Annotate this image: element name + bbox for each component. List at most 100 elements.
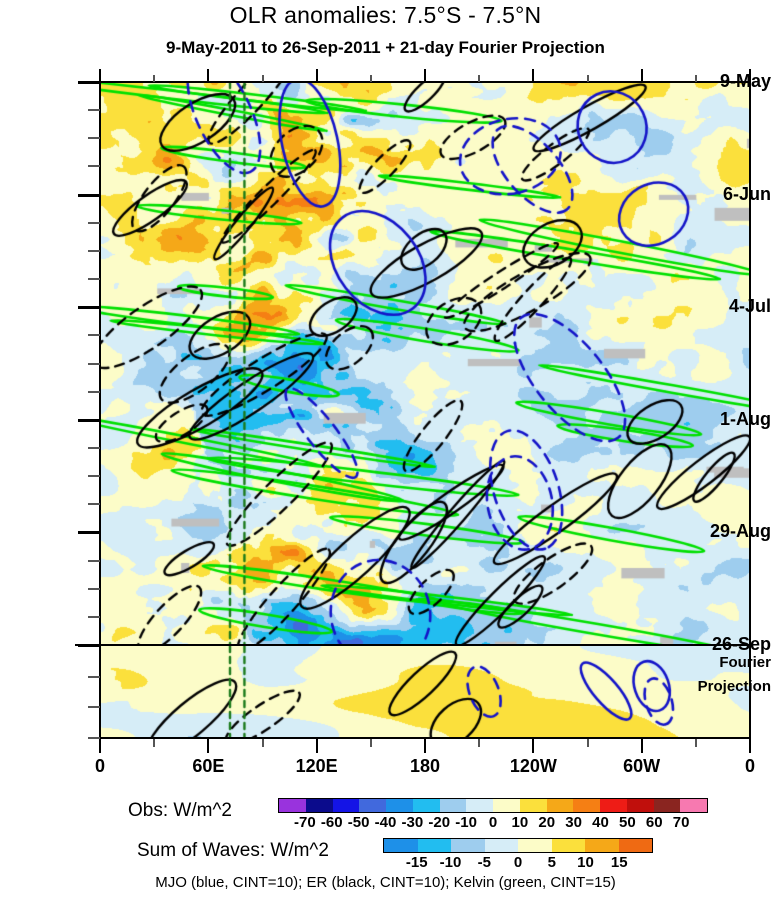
colorbar-swatch-1 (305, 799, 333, 812)
colorbar-tick-1: -60 (320, 814, 343, 831)
waves-colorbar-title: Sum of Waves: W/m^2 (137, 840, 329, 861)
waves-colorbar-ticklabels: -15 -10 -5 0 5 10 15 (383, 854, 653, 872)
colorbar-swatch-0 (384, 839, 418, 852)
x-tick-top-minor (261, 75, 264, 82)
y-tick-major (78, 193, 100, 197)
x-tick-top-major (99, 69, 101, 82)
x-axis-label-0: 0 (94, 756, 105, 776)
y-tick-major (78, 81, 100, 84)
y-axis-label-0: 9-May (719, 71, 771, 91)
x-tick-minor (369, 739, 372, 747)
x-tick-major (640, 739, 643, 753)
y-axis-label-3: 1-Aug (720, 408, 771, 429)
colorbar-swatch-6 (439, 799, 467, 812)
x-tick-top-major (424, 69, 426, 82)
colorbar-swatch-4 (386, 799, 413, 812)
colorbar-tick-2: -5 (477, 854, 491, 871)
axis-right-spine (749, 81, 751, 739)
y-tick-minor (88, 390, 100, 393)
x-tick-top-minor (369, 75, 372, 82)
colorbar-swatch-2 (451, 839, 485, 852)
colorbar-swatch-15 (680, 799, 707, 812)
colorbar-swatch-12 (600, 799, 627, 812)
y-axis-label-4: 29-Aug (709, 521, 771, 542)
y-tick-minor (88, 559, 100, 562)
x-tick-major (532, 739, 535, 753)
x-tick-major (749, 739, 751, 753)
obs-colorbar (278, 798, 708, 813)
colorbar-tick-3: -40 (374, 814, 397, 831)
colorbar-tick-13: 60 (645, 814, 663, 831)
y-axis-label-1: 6-Jun (722, 183, 771, 204)
colorbar-tick-5: -20 (428, 814, 451, 831)
colorbar-swatch-6 (585, 839, 619, 852)
colorbar-tick-1: -10 (439, 854, 462, 871)
colorbar-swatch-3 (484, 839, 518, 852)
y-tick-major (78, 418, 100, 422)
x-axis-label-1: 60E (192, 756, 225, 776)
colorbar-swatch-13 (626, 799, 654, 812)
y-tick-minor (88, 615, 100, 618)
x-tick-minor (694, 739, 697, 747)
x-tick-top-minor (586, 75, 589, 82)
fourier-projection-panel (100, 646, 750, 738)
colorbar-tick-4: 5 (547, 854, 556, 871)
y-tick-minor (88, 249, 100, 252)
colorbar-tick-6: -10 (455, 814, 477, 831)
y-tick-minor (88, 137, 100, 140)
x-axis-label-2: 120E (295, 756, 338, 776)
colorbar-swatch-1 (417, 839, 451, 852)
x-tick-major (207, 739, 210, 753)
x-axis-label-6: 0 (744, 756, 755, 776)
y-tick-minor (88, 334, 100, 337)
colorbar-swatch-9 (519, 799, 547, 812)
y-axis-label-5: 26-Sep (711, 634, 771, 654)
colorbar-tick-7: 0 (488, 814, 498, 831)
colorbar-tick-8: 10 (511, 814, 529, 831)
colorbar-swatch-5 (551, 839, 585, 852)
obs-colorbar-title: Obs: W/m^2 (128, 800, 232, 821)
y-tick-major (78, 644, 100, 647)
y-tick-minor (88, 446, 100, 449)
fourier-heatmap-canvas (100, 646, 750, 738)
colorbar-tick-0: -70 (294, 814, 316, 831)
x-tick-minor (153, 739, 156, 747)
colorbar-swatch-0 (279, 799, 306, 812)
x-tick-top-major (532, 69, 535, 82)
x-tick-top-minor (478, 75, 481, 82)
x-tick-top-major (749, 69, 751, 82)
y-tick-fourier-2 (88, 737, 100, 739)
colorbar-tick-6: 15 (610, 854, 628, 871)
colorbar-tick-10: 30 (565, 814, 582, 831)
y-tick-fourier-0 (88, 675, 100, 678)
colorbar-tick-12: 50 (619, 814, 636, 831)
waves-colorbar (383, 838, 653, 853)
obs-colorbar-ticklabels: -70 -60 -50 -40 -30 -20 -10 0 10 20 30 40 50 60 70 (278, 814, 708, 832)
colorbar-tick-2: -50 (347, 814, 370, 831)
x-tick-major (424, 739, 426, 753)
colorbar-swatch-4 (518, 839, 552, 852)
y-axis-label-fourier-line2: Projection (697, 678, 771, 695)
colorbar-tick-9: 20 (538, 814, 556, 831)
colorbar-swatch-7 (466, 799, 493, 812)
axis-bottom-spine (99, 737, 751, 739)
y-tick-major (78, 531, 100, 535)
colorbar-swatch-10 (546, 799, 574, 812)
figure-title: OLR anomalies: 7.5°S - 7.5°N (229, 2, 542, 28)
x-axis-label-3: 180 (409, 756, 441, 776)
colorbar-swatch-5 (412, 799, 440, 812)
x-tick-minor (261, 739, 264, 747)
waves-colorbar-row: Sum of Waves: W/m^2 -15 -10 -5 0 5 10 15 (0, 838, 771, 871)
colorbar-swatch-11 (573, 799, 600, 812)
x-tick-top-major (315, 69, 318, 82)
x-tick-top-minor (153, 75, 156, 82)
colorbar-swatch-14 (653, 799, 681, 812)
colorbar-tick-11: 40 (592, 814, 609, 831)
panel-separator-line (75, 644, 751, 646)
x-axis-label-5: 60W (623, 756, 661, 776)
figure-subtitle: 9-May-2011 to 26-Sep-2011 + 21-day Fouri… (166, 38, 605, 57)
x-tick-top-major (640, 69, 643, 82)
obs-colorbar-row: Obs: W/m^2 -70 -60 -50 -40 -30 -20 -10 0 10 20 30 4… (0, 798, 771, 831)
y-tick-minor (88, 221, 100, 224)
